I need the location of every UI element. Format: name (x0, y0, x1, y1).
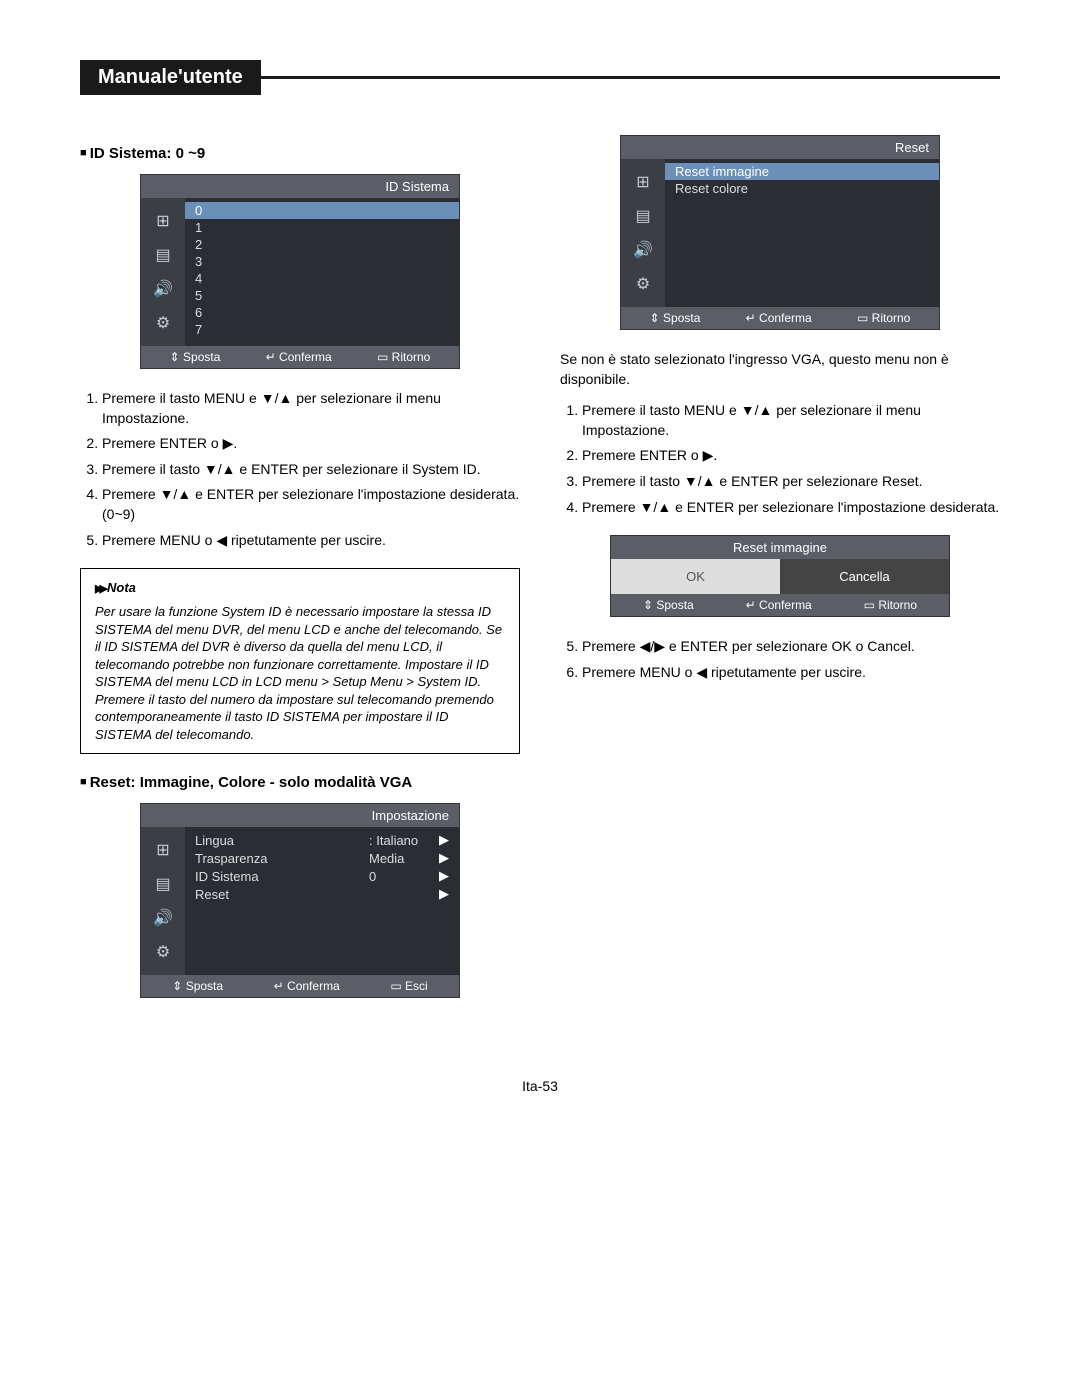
step: Premere il tasto MENU e ▼/▲ per selezion… (582, 401, 1000, 440)
osd-item[interactable]: 1 (195, 219, 449, 236)
footer-sposta: Sposta (172, 979, 223, 993)
footer-sposta: Sposta (643, 598, 694, 612)
setup-icon: ⚙ (147, 309, 179, 337)
step: Premere il tasto MENU e ▼/▲ per selezion… (102, 389, 520, 428)
note-label: Nota (95, 579, 505, 597)
steps-id-sistema: Premere il tasto MENU e ▼/▲ per selezion… (80, 389, 520, 550)
osd-title: Impostazione (141, 804, 459, 827)
osd-confirm: Reset immagine OK Cancella Sposta Confer… (610, 535, 950, 617)
osd-item[interactable]: TrasparenzaMedia▶ (195, 849, 449, 867)
title-bar: Manuale'utente (80, 60, 1000, 95)
heading-reset: Reset: Immagine, Colore - solo modalità … (80, 774, 520, 791)
osd-sidebar: ⊞ ▤ 🔊 ⚙ (141, 198, 185, 346)
picture-icon: ⊞ (627, 168, 659, 196)
confirm-cancel[interactable]: Cancella (780, 559, 949, 594)
step: Premere ENTER o ▶. (582, 446, 1000, 466)
footer-esci: Esci (390, 979, 427, 993)
step: Premere ◀/▶ e ENTER per selezionare OK o… (582, 637, 1000, 657)
osd-item[interactable]: Reset immagine (665, 163, 939, 180)
step: Premere il tasto ▼/▲ e ENTER per selezio… (582, 472, 1000, 492)
screen-icon: ▤ (147, 870, 179, 898)
footer-ritorno: Ritorno (377, 350, 430, 364)
footer-ritorno: Ritorno (857, 311, 910, 325)
osd-footer: Sposta Conferma Ritorno (621, 307, 939, 329)
note-text: Per usare la funzione System ID è necess… (95, 604, 502, 742)
step: Premere ENTER o ▶. (102, 434, 520, 454)
osd-impostazione: Impostazione ⊞ ▤ 🔊 ⚙ Lingua: Italiano▶Tr… (140, 803, 460, 998)
right-column: Reset ⊞ ▤ 🔊 ⚙ Reset immagineReset colore… (560, 135, 1000, 1018)
note-box: Nota Per usare la funzione System ID è n… (80, 568, 520, 754)
footer-conferma: Conferma (274, 979, 340, 993)
sound-icon: 🔊 (147, 904, 179, 932)
osd-item[interactable]: 2 (195, 236, 449, 253)
osd-list: Lingua: Italiano▶TrasparenzaMedia▶ID Sis… (185, 827, 459, 975)
steps-reset-cont: Premere ◀/▶ e ENTER per selezionare OK o… (560, 637, 1000, 682)
confirm-title: Reset immagine (611, 536, 949, 559)
title-rule (261, 76, 1000, 79)
osd-sidebar: ⊞ ▤ 🔊 ⚙ (621, 159, 665, 307)
osd-item[interactable]: Reset colore (675, 180, 929, 197)
sound-icon: 🔊 (627, 236, 659, 264)
screen-icon: ▤ (627, 202, 659, 230)
osd-id-sistema: ID Sistema ⊞ ▤ 🔊 ⚙ 01234567 Sposta Confe… (140, 174, 460, 369)
osd-title: ID Sistema (141, 175, 459, 198)
osd-list: Reset immagineReset colore (665, 159, 939, 307)
manual-title: Manuale'utente (80, 60, 261, 95)
osd-reset: Reset ⊞ ▤ 🔊 ⚙ Reset immagineReset colore… (620, 135, 940, 330)
picture-icon: ⊞ (147, 207, 179, 235)
heading-id-sistema: ID Sistema: 0 ~9 (80, 145, 520, 162)
vga-warning: Se non è stato selezionato l'ingresso VG… (560, 350, 1000, 389)
osd-title: Reset (621, 136, 939, 159)
screen-icon: ▤ (147, 241, 179, 269)
confirm-footer: Sposta Conferma Ritorno (611, 594, 949, 616)
left-column: ID Sistema: 0 ~9 ID Sistema ⊞ ▤ 🔊 ⚙ 0123… (80, 135, 520, 1018)
step: Premere ▼/▲ e ENTER per selezionare l'im… (582, 498, 1000, 518)
osd-list: 01234567 (185, 198, 459, 346)
picture-icon: ⊞ (147, 836, 179, 864)
confirm-ok[interactable]: OK (611, 559, 780, 594)
footer-sposta: Sposta (650, 311, 701, 325)
osd-item[interactable]: 4 (195, 270, 449, 287)
footer-ritorno: Ritorno (864, 598, 917, 612)
footer-conferma: Conferma (266, 350, 332, 364)
sound-icon: 🔊 (147, 275, 179, 303)
footer-conferma: Conferma (746, 598, 812, 612)
step: Premere MENU o ◀ ripetutamente per uscir… (102, 531, 520, 551)
osd-item[interactable]: Lingua: Italiano▶ (195, 831, 449, 849)
footer-sposta: Sposta (170, 350, 221, 364)
osd-item[interactable]: 7 (195, 321, 449, 338)
columns: ID Sistema: 0 ~9 ID Sistema ⊞ ▤ 🔊 ⚙ 0123… (80, 135, 1000, 1018)
footer-conferma: Conferma (746, 311, 812, 325)
step: Premere ▼/▲ e ENTER per selezionare l'im… (102, 485, 520, 524)
step: Premere MENU o ◀ ripetutamente per uscir… (582, 663, 1000, 683)
osd-item[interactable]: 3 (195, 253, 449, 270)
osd-item[interactable]: ID Sistema0▶ (195, 867, 449, 885)
osd-item[interactable]: 6 (195, 304, 449, 321)
setup-icon: ⚙ (147, 938, 179, 966)
setup-icon: ⚙ (627, 270, 659, 298)
osd-item[interactable]: 5 (195, 287, 449, 304)
step: Premere il tasto ▼/▲ e ENTER per selezio… (102, 460, 520, 480)
page-number: Ita-53 (80, 1078, 1000, 1094)
osd-sidebar: ⊞ ▤ 🔊 ⚙ (141, 827, 185, 975)
osd-item[interactable]: Reset▶ (195, 885, 449, 903)
osd-item[interactable]: 0 (185, 202, 459, 219)
steps-reset: Premere il tasto MENU e ▼/▲ per selezion… (560, 401, 1000, 517)
osd-footer: Sposta Conferma Esci (141, 975, 459, 997)
osd-footer: Sposta Conferma Ritorno (141, 346, 459, 368)
